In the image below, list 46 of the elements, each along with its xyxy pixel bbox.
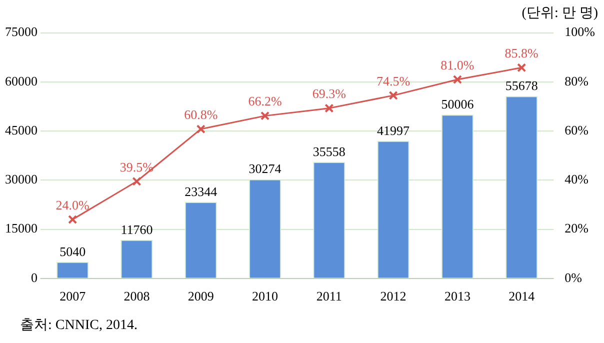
point xyxy=(68,214,78,224)
x-tick-label: 2013 xyxy=(444,288,470,304)
x-tick-label: 2012 xyxy=(380,288,406,304)
data-label: 11760 xyxy=(120,222,153,237)
point xyxy=(196,124,206,134)
data-label: 39.5% xyxy=(120,159,154,174)
data-label: 60.8% xyxy=(184,106,218,122)
y-tick-label: 75000 xyxy=(5,24,38,40)
y-tick-label: 30000 xyxy=(5,172,38,187)
x-tick-label: 2007 xyxy=(60,288,86,304)
data-label: 69.3% xyxy=(312,86,346,102)
data-label: 5040 xyxy=(60,244,86,259)
point xyxy=(388,90,398,100)
y2-tick-label: 80% xyxy=(564,73,589,88)
data-label: 50006 xyxy=(441,96,474,112)
point xyxy=(132,176,142,186)
y-tick-label: 45000 xyxy=(5,122,38,138)
x-tick-label: 2011 xyxy=(316,288,342,304)
data-label: 55678 xyxy=(505,78,538,93)
y-tick-label: 60000 xyxy=(5,73,38,88)
x-tick-label: 2010 xyxy=(252,288,278,304)
data-label: 81.0% xyxy=(440,57,474,72)
y2-tick-label: 0% xyxy=(564,270,582,285)
source-note: 출처: CNNIC, 2014. xyxy=(20,317,138,334)
y2-tick-label: 100% xyxy=(564,24,596,40)
data-label: 66.2% xyxy=(248,94,282,109)
y2-tick-label: 20% xyxy=(564,220,589,236)
data-label: 85.8% xyxy=(504,46,539,61)
y-tick-label: 15000 xyxy=(5,220,38,236)
data-label: 30274 xyxy=(248,161,282,176)
data-label: 41997 xyxy=(377,122,410,138)
y-tick-label: 0 xyxy=(31,270,38,285)
data-label: 35558 xyxy=(312,144,346,159)
text: (단위: 만 명) xyxy=(522,5,598,22)
point xyxy=(452,74,462,84)
y2-tick-label: 40% xyxy=(564,172,589,187)
x-tick-label: 2009 xyxy=(188,288,214,304)
point xyxy=(324,104,334,113)
data-label: 74.5% xyxy=(376,73,410,88)
y2-tick-label: 60% xyxy=(564,122,589,138)
x-tick-label: 2008 xyxy=(124,288,150,304)
point xyxy=(517,63,526,72)
data-label: 23344 xyxy=(184,184,218,199)
data-label: 24.0% xyxy=(56,197,90,212)
point xyxy=(260,111,270,120)
x-tick-label: 2014 xyxy=(508,288,536,304)
